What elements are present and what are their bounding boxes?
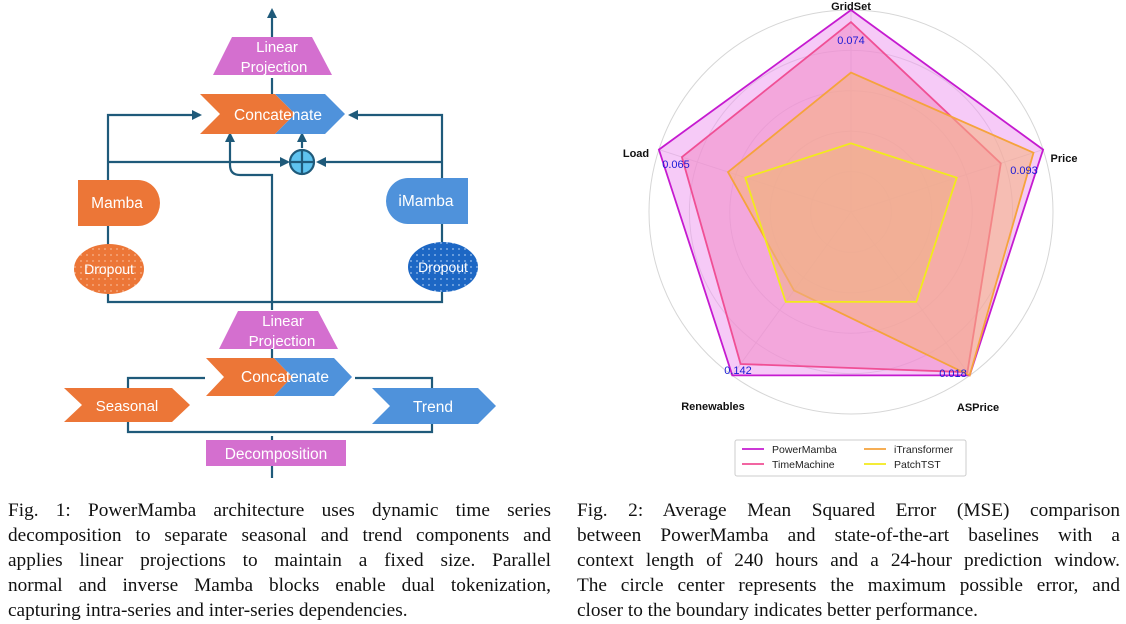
axis-label-price: Price: [1051, 153, 1078, 165]
legend-label-patchtst: PatchTST: [894, 459, 941, 471]
mamba-block: [78, 180, 160, 226]
trend-block: [372, 388, 496, 424]
axis-value-gridset: 0.074: [837, 35, 865, 47]
axis-label-asprice: ASPrice: [957, 402, 999, 414]
mamba-label: Mamba: [91, 195, 143, 212]
top-linear-projection-block: [213, 37, 332, 75]
dropout-left-block: [74, 244, 144, 294]
series-patchtst-area: [744, 142, 958, 303]
caption-line: decomposition to separate seasonal and t…: [8, 525, 551, 546]
axis-value-asprice: 0.018: [939, 368, 967, 380]
caption-line: capturing intra-series and inter-series …: [8, 600, 408, 621]
imamba-label: iMamba: [398, 193, 454, 210]
caption-line: normal and inverse Mamba blocks enable d…: [8, 575, 551, 596]
radar-legend: PowerMamba TimeMachine iTransformer PatchTS…: [734, 439, 967, 477]
caption-line: Fig. 2: Average Mean Squared Error (MSE)…: [577, 500, 1120, 521]
bottom-concat-label: Concatenate: [241, 369, 329, 386]
caption-line: applies linear projections to maintain a…: [8, 550, 551, 571]
caption-line: closer to the boundary indicates better …: [577, 600, 978, 621]
radar-labels: GridSet 0.074 Price 0.093 ASPrice 0.018 Renewa…: [623, 1, 1078, 414]
radar-chart: GridSet 0.074 Price 0.093 ASPrice 0.018 Renewa…: [623, 1, 1078, 477]
dropout-right-label: Dropout: [418, 259, 468, 275]
caption-line: The circle center represents the maximum…: [577, 575, 1120, 596]
seasonal-label: Seasonal: [96, 398, 159, 415]
seasonal-block: [64, 388, 190, 422]
radar-series: [657, 8, 1045, 377]
caption-line: context length of 240 hours and a 24-hou…: [577, 550, 1120, 571]
trend-label: Trend: [413, 399, 453, 416]
dropout-left-label: Dropout: [84, 261, 134, 277]
top-projection-line2: Projection: [241, 59, 308, 76]
top-projection-line1: Linear: [256, 39, 298, 56]
axis-label-renewables: Renewables: [681, 401, 745, 413]
decomposition-label: Decomposition: [225, 446, 328, 463]
bottom-projection-line1: Linear: [262, 313, 304, 330]
axis-value-renewables: 0.142: [724, 365, 752, 377]
imamba-block: [386, 178, 468, 224]
bottom-linear-projection-block: [219, 311, 338, 349]
legend-label-timemachine: TimeMachine: [772, 459, 835, 471]
connector-lines: [106, 8, 444, 478]
caption-line: Fig. 1: PowerMamba architecture uses dyn…: [8, 500, 551, 521]
top-concat-label: Concatenate: [234, 107, 322, 124]
legend-label-itransformer: iTransformer: [894, 444, 954, 456]
axis-value-price: 0.093: [1010, 165, 1038, 177]
bottom-projection-line2: Projection: [249, 333, 316, 350]
axis-label-load: Load: [623, 148, 649, 160]
axis-value-load: 0.065: [662, 159, 690, 171]
legend-box: [734, 439, 967, 477]
decomposition-block: [206, 440, 346, 466]
architecture-diagram: Linear Projection Concatenate Mamba iMam…: [64, 8, 496, 478]
add-node-icon: [288, 148, 316, 176]
caption-line: between PowerMamba and state-of-the-art …: [577, 525, 1120, 546]
dropout-right-block: [408, 242, 478, 292]
top-concat-right: [275, 94, 345, 134]
bottom-concat-left: [206, 358, 292, 396]
figure1-caption: Fig. 1: PowerMamba architecture uses dyn…: [8, 498, 551, 623]
figure2-caption: Fig. 2: Average Mean Squared Error (MSE)…: [577, 498, 1120, 623]
legend-label-powermamba: PowerMamba: [772, 444, 837, 456]
axis-label-gridset: GridSet: [831, 1, 871, 13]
top-concat-left: [200, 94, 295, 134]
bottom-concat-right: [274, 358, 352, 396]
